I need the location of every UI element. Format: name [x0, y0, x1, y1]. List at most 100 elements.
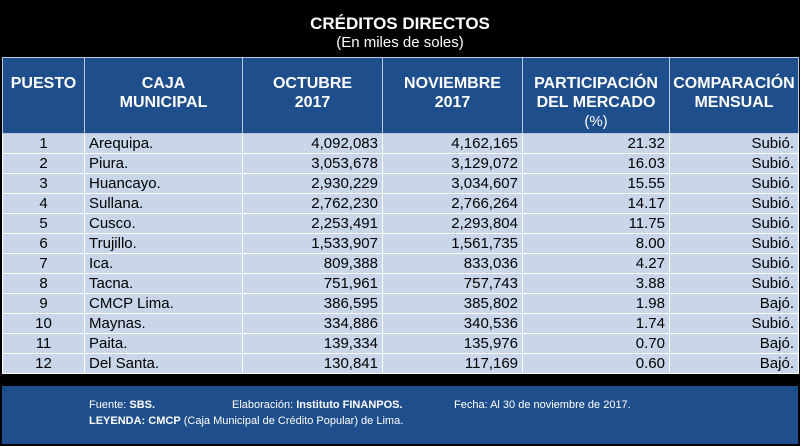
- cell-caja: Tacna.: [84, 273, 243, 294]
- footer-leyenda: LEYENDA: CMCP (Caja Municipal de Crédito…: [89, 415, 404, 427]
- table-subtitle: (En miles de soles): [336, 34, 464, 51]
- footer-fuente: Fuente: SBS.: [89, 399, 156, 411]
- cell-comparacion: Bajó.: [669, 293, 799, 314]
- cell-noviembre: 2,293,804: [382, 213, 523, 234]
- cell-octubre: 2,762,230: [242, 193, 383, 214]
- cell-participacion: 1.74: [522, 313, 670, 334]
- cell-puesto: 6: [2, 233, 85, 254]
- cell-puesto: 9: [2, 293, 85, 314]
- cell-puesto: 7: [2, 253, 85, 274]
- footer-fecha: Fecha: Al 30 de noviembre de 2017.: [454, 399, 631, 411]
- cell-octubre: 130,841: [242, 353, 383, 374]
- cell-noviembre: 135,976: [382, 333, 523, 354]
- cell-participacion: 16.03: [522, 153, 670, 174]
- table-row: 5 Cusco. 2,253,491 2,293,804 11.75 Subió.: [2, 213, 799, 234]
- cell-octubre: 809,388: [242, 253, 383, 274]
- table-row: 4 Sullana. 2,762,230 2,766,264 14.17 Subió.: [2, 193, 799, 214]
- cell-comparacion: Subió.: [669, 173, 799, 194]
- cell-participacion: 0.60: [522, 353, 670, 374]
- cell-puesto: 10: [2, 313, 85, 334]
- table-title: CRÉDITOS DIRECTOS: [310, 14, 490, 33]
- cell-puesto: 1: [2, 133, 85, 154]
- cell-comparacion: Subió.: [669, 213, 799, 234]
- cell-participacion: 14.17: [522, 193, 670, 214]
- cell-comparacion: Bajó.: [669, 353, 799, 374]
- cell-comparacion: Subió.: [669, 253, 799, 274]
- cell-comparacion: Subió.: [669, 313, 799, 334]
- cell-caja: Sullana.: [84, 193, 243, 214]
- cell-noviembre: 757,743: [382, 273, 523, 294]
- cell-octubre: 2,930,229: [242, 173, 383, 194]
- cell-caja: CMCP Lima.: [84, 293, 243, 314]
- cell-caja: Piura.: [84, 153, 243, 174]
- header-row: PUESTO CAJA MUNICIPAL OCTUBRE 2017 NOVIEMB…: [2, 57, 799, 134]
- cell-octubre: 2,253,491: [242, 213, 383, 234]
- footer-line-2: LEYENDA: CMCP (Caja Municipal de Crédito…: [89, 415, 789, 429]
- cell-caja: Cusco.: [84, 213, 243, 234]
- cell-octubre: 139,334: [242, 333, 383, 354]
- table-row: 12 Del Santa. 130,841 117,169 0.60 Bajó.: [2, 353, 799, 374]
- cell-caja: Arequipa.: [84, 133, 243, 154]
- cell-puesto: 3: [2, 173, 85, 194]
- table-row: 8 Tacna. 751,961 757,743 3.88 Subió.: [2, 273, 799, 294]
- cell-noviembre: 117,169: [382, 353, 523, 374]
- cell-octubre: 386,595: [242, 293, 383, 314]
- cell-noviembre: 3,034,607: [382, 173, 523, 194]
- cell-noviembre: 4,162,165: [382, 133, 523, 154]
- header-octubre-2017: OCTUBRE 2017: [242, 57, 383, 134]
- cell-participacion: 4.27: [522, 253, 670, 274]
- table-row: 9 CMCP Lima. 386,595 385,802 1.98 Bajó.: [2, 293, 799, 314]
- cell-octubre: 751,961: [242, 273, 383, 294]
- header-noviembre-2017: NOVIEMBRE 2017: [382, 57, 523, 134]
- cell-noviembre: 833,036: [382, 253, 523, 274]
- cell-caja: Trujillo.: [84, 233, 243, 254]
- cell-caja: Huancayo.: [84, 173, 243, 194]
- footer-elaboracion: Elaboración: Instituto FINANPOS.: [232, 399, 403, 411]
- table-row: 11 Paita. 139,334 135,976 0.70 Bajó.: [2, 333, 799, 354]
- header-puesto: PUESTO: [2, 57, 85, 134]
- cell-puesto: 4: [2, 193, 85, 214]
- cell-comparacion: Subió.: [669, 233, 799, 254]
- cell-octubre: 4,092,083: [242, 133, 383, 154]
- cell-noviembre: 340,536: [382, 313, 523, 334]
- footer: Fuente: SBS. Elaboración: Instituto FINA…: [2, 386, 798, 444]
- cell-puesto: 11: [2, 333, 85, 354]
- cell-noviembre: 3,129,072: [382, 153, 523, 174]
- cell-participacion: 11.75: [522, 213, 670, 234]
- cell-comparacion: Subió.: [669, 193, 799, 214]
- cell-noviembre: 385,802: [382, 293, 523, 314]
- cell-caja: Maynas.: [84, 313, 243, 334]
- cell-caja: Paita.: [84, 333, 243, 354]
- table-row: 2 Piura. 3,053,678 3,129,072 16.03 Subió.: [2, 153, 799, 174]
- footer-line-1: Fuente: SBS. Elaboración: Instituto FINA…: [89, 399, 789, 413]
- cell-octubre: 334,886: [242, 313, 383, 334]
- table-row: 3 Huancayo. 2,930,229 3,034,607 15.55 Subió.: [2, 173, 799, 194]
- cell-puesto: 2: [2, 153, 85, 174]
- cell-comparacion: Subió.: [669, 153, 799, 174]
- table-row: 10 Maynas. 334,886 340,536 1.74 Subió.: [2, 313, 799, 334]
- header-comparacion: COMPARACIÓN MENSUAL: [669, 57, 799, 134]
- cell-participacion: 8.00: [522, 233, 670, 254]
- table-row: 6 Trujillo. 1,533,907 1,561,735 8.00 Subió.: [2, 233, 799, 254]
- cell-caja: Ica.: [84, 253, 243, 274]
- credits-table: PUESTO CAJA MUNICIPAL OCTUBRE 2017 NOVIEMB…: [2, 57, 799, 374]
- cell-puesto: 8: [2, 273, 85, 294]
- title-block: CRÉDITOS DIRECTOS (En miles de soles): [0, 0, 800, 57]
- cell-participacion: 21.32: [522, 133, 670, 154]
- cell-participacion: 3.88: [522, 273, 670, 294]
- header-participacion: PARTICIPACIÓN DEL MERCADO (%): [522, 57, 670, 134]
- cell-comparacion: Bajó.: [669, 333, 799, 354]
- cell-participacion: 1.98: [522, 293, 670, 314]
- cell-participacion: 15.55: [522, 173, 670, 194]
- cell-octubre: 1,533,907: [242, 233, 383, 254]
- cell-comparacion: Subió.: [669, 273, 799, 294]
- cell-noviembre: 2,766,264: [382, 193, 523, 214]
- cell-octubre: 3,053,678: [242, 153, 383, 174]
- cell-caja: Del Santa.: [84, 353, 243, 374]
- header-caja-municipal: CAJA MUNICIPAL: [84, 57, 243, 134]
- table-body: 1 Arequipa. 4,092,083 4,162,165 21.32 Subió. 2…: [2, 133, 799, 374]
- cell-puesto: 12: [2, 353, 85, 374]
- table-row: 1 Arequipa. 4,092,083 4,162,165 21.32 Subió.: [2, 133, 799, 154]
- cell-noviembre: 1,561,735: [382, 233, 523, 254]
